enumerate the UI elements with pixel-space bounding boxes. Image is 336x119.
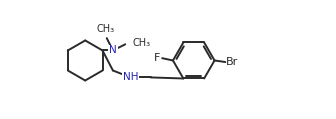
Text: CH₃: CH₃	[133, 38, 151, 48]
Text: F: F	[154, 53, 161, 63]
Text: N: N	[109, 45, 117, 55]
Text: NH: NH	[123, 72, 138, 82]
Text: Br: Br	[226, 57, 238, 67]
Text: CH₃: CH₃	[97, 24, 115, 34]
